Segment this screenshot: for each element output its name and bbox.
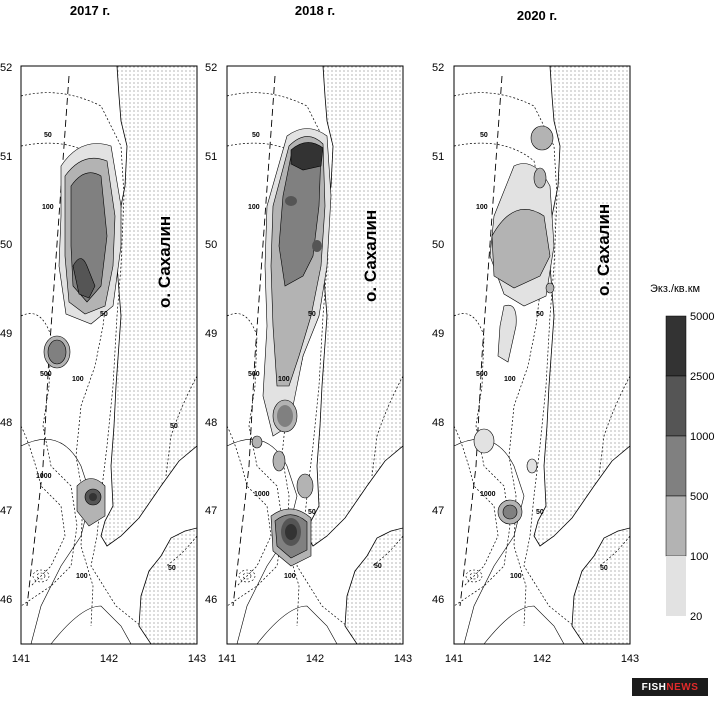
lat-tick: 50 [205, 239, 217, 251]
fishnews-logo: FISH NEWS [632, 678, 708, 696]
lon-tick: 141 [218, 653, 236, 665]
contour-label: 50 [374, 563, 382, 570]
lat-ticks-2018: 52 51 50 49 48 47 46 [205, 62, 217, 606]
legend-label-5000: 5000 [690, 311, 714, 323]
contour-label: 100 [504, 376, 516, 383]
legend-label-20: 20 [690, 611, 702, 623]
lat-tick: 46 [205, 594, 217, 606]
legend-swatch-1000 [665, 435, 687, 497]
contour-label: 50 [536, 311, 544, 318]
lon-tick: 142 [306, 653, 324, 665]
year-title-2017: 2017 г. [70, 3, 110, 18]
contour-label: 500 [248, 371, 260, 378]
contour-label: 50 [600, 565, 608, 572]
island-label-2020: о. Сахалин [594, 204, 613, 296]
lat-tick: 48 [205, 417, 217, 429]
legend-label-100: 100 [690, 551, 708, 563]
legend-swatch-500 [665, 495, 687, 557]
lat-tick: 48 [432, 417, 444, 429]
lat-tick: 51 [0, 151, 12, 163]
contour-label: 500 [40, 371, 52, 378]
lat-tick: 48 [0, 417, 12, 429]
brand-part2: NEWS [666, 681, 699, 693]
contour-label: 50 [170, 423, 178, 430]
panel-2017 [20, 65, 198, 645]
lon-tick: 143 [188, 653, 206, 665]
contour-label: 50 [168, 565, 176, 572]
lon-ticks-2018: 141 142 143 [218, 653, 412, 665]
lon-tick: 141 [445, 653, 463, 665]
lat-tick: 47 [432, 505, 444, 517]
density-2018 [251, 128, 332, 567]
panel-2020 [453, 65, 631, 645]
contour-label: 100 [278, 376, 290, 383]
contour-label: 100 [284, 573, 296, 580]
lat-tick: 52 [432, 62, 444, 74]
density-2017 [43, 143, 122, 527]
lat-tick: 49 [432, 328, 444, 340]
lon-tick: 143 [394, 653, 412, 665]
lon-tick: 143 [621, 653, 639, 665]
contour-labels-2017: 50 100 50 100 500 1000 100 50 50 [36, 132, 178, 580]
contour-label: 50 [44, 132, 52, 139]
year-title-2018: 2018 г. [295, 3, 335, 18]
lat-tick: 47 [0, 505, 12, 517]
panel-frames [20, 65, 631, 645]
contour-label: 100 [76, 573, 88, 580]
contour-label: 100 [72, 376, 84, 383]
contour-label: 100 [510, 573, 522, 580]
lat-ticks-2020: 52 51 50 49 48 47 46 [432, 62, 444, 606]
lat-tick: 51 [205, 151, 217, 163]
contour-label: 100 [476, 204, 488, 211]
contour-label: 1000 [480, 491, 496, 498]
contour-label: 500 [476, 371, 488, 378]
lat-tick: 46 [432, 594, 444, 606]
contour-label: 100 [248, 204, 260, 211]
legend-swatch-5000 [665, 315, 687, 377]
lat-tick: 52 [205, 62, 217, 74]
legend-label-1000: 1000 [690, 431, 714, 443]
island-label-2018: о. Сахалин [361, 210, 380, 302]
lat-tick: 49 [205, 328, 217, 340]
panel-2018 [226, 65, 404, 645]
contour-label: 100 [42, 204, 54, 211]
lat-tick: 51 [432, 151, 444, 163]
contour-label: 50 [252, 132, 260, 139]
legend: Экз./кв.км 5000 2500 1000 500 100 20 [650, 283, 714, 623]
lat-tick: 49 [0, 328, 12, 340]
legend-label-2500: 2500 [690, 371, 714, 383]
contour-label: 50 [100, 311, 108, 318]
lat-tick: 50 [0, 239, 12, 251]
lon-ticks-2020: 141 142 143 [445, 653, 639, 665]
legend-swatch-100 [666, 556, 686, 616]
island-label-2017: о. Сахалин [155, 216, 174, 308]
lon-tick: 141 [12, 653, 30, 665]
lon-tick: 142 [533, 653, 551, 665]
lon-ticks-2017: 141 142 143 [12, 653, 206, 665]
lat-tick: 50 [432, 239, 444, 251]
lat-ticks-2017: 52 51 50 49 48 47 46 [0, 62, 12, 606]
legend-label-500: 500 [690, 491, 708, 503]
lat-tick: 46 [0, 594, 12, 606]
contour-label: 50 [480, 132, 488, 139]
density-2020 [473, 125, 555, 525]
contour-labels-2020: 50 100 50 100 500 1000 100 50 50 [476, 132, 608, 580]
contour-label: 50 [308, 509, 316, 516]
contour-label: 1000 [36, 473, 52, 480]
contour-label: 50 [308, 311, 316, 318]
brand-part1: FISH [641, 681, 667, 693]
contour-label: 50 [536, 509, 544, 516]
legend-title: Экз./кв.км [650, 283, 700, 295]
year-title-2020: 2020 г. [517, 8, 557, 23]
lon-tick: 142 [100, 653, 118, 665]
lat-tick: 52 [0, 62, 12, 74]
contour-label: 1000 [254, 491, 270, 498]
contour-labels-2018: 50 100 50 100 500 1000 100 50 50 [248, 132, 382, 580]
lat-tick: 47 [205, 505, 217, 517]
legend-swatch-2500 [665, 375, 687, 437]
